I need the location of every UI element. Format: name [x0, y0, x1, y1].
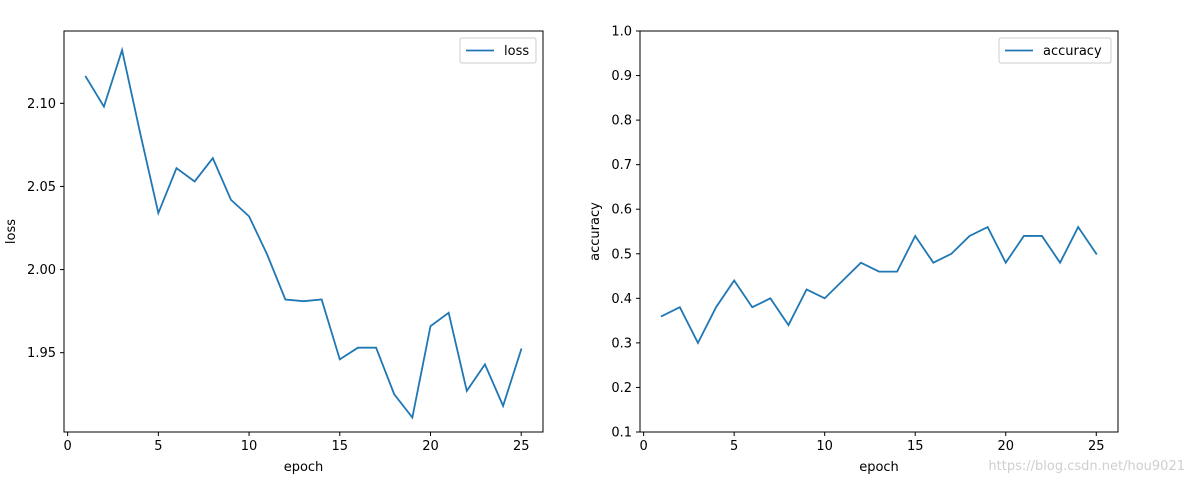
loss-legend: loss: [459, 37, 537, 64]
accuracy-x-axis-label: epoch: [859, 460, 899, 475]
loss-xtick-label: 25: [513, 439, 530, 454]
accuracy-axes-frame: [639, 30, 1119, 433]
accuracy-ytick-label: 0.5: [611, 247, 632, 262]
accuracy-xtick-label: 0: [639, 439, 647, 454]
loss-ytick-label: 2.05: [27, 180, 56, 195]
accuracy-ytick-label: 0.9: [611, 69, 632, 84]
accuracy-series-line: [660, 225, 1098, 345]
loss-legend-label: loss: [504, 44, 529, 59]
loss-ytick-label: 2.10: [27, 97, 56, 112]
loss-y-axis-label: loss: [4, 219, 19, 244]
accuracy-y-axis-label: accuracy: [588, 202, 603, 261]
accuracy-ytick-label: 0.3: [611, 336, 632, 351]
accuracy-ytick-label: 0.6: [611, 203, 632, 218]
accuracy-ytick-label: 0.8: [611, 114, 632, 129]
loss-series-line: [84, 46, 523, 420]
accuracy-xtick-label: 25: [1088, 439, 1105, 454]
accuracy-chart: 0 5 10 15 20 25 0.1 0.2 0.3 0.4 0.5 0.6 0.7 0.8 0.9 1.0…: [588, 25, 1119, 475]
loss-ytick-label: 1.95: [27, 346, 56, 361]
accuracy-legend: accuracy: [998, 37, 1112, 64]
accuracy-ytick-label: 1.0: [611, 25, 632, 40]
accuracy-xtick-label: 10: [816, 439, 833, 454]
loss-axes-frame: [63, 30, 544, 433]
accuracy-ytick-label: 0.2: [611, 381, 632, 396]
loss-chart: 0 5 10 15 20 25 1.95 2.00 2.05 2.10 epoch loss loss: [4, 30, 544, 475]
loss-xtick-label: 15: [332, 439, 349, 454]
loss-xtick-label: 0: [63, 439, 71, 454]
watermark-text: https://blog.csdn.net/hou9021: [988, 459, 1185, 474]
loss-legend-box: [459, 37, 537, 64]
loss-xtick-label: 5: [154, 439, 162, 454]
loss-ytick-label: 2.00: [27, 263, 56, 278]
accuracy-ytick-label: 0.1: [611, 426, 632, 441]
loss-xtick-label: 10: [241, 439, 258, 454]
loss-xtick-label: 20: [422, 439, 439, 454]
accuracy-ytick-label: 0.4: [611, 292, 632, 307]
accuracy-ytick-label: 0.7: [611, 158, 632, 173]
loss-x-axis-label: epoch: [284, 460, 324, 475]
accuracy-legend-box: [998, 37, 1112, 64]
accuracy-xtick-label: 5: [730, 439, 738, 454]
accuracy-xtick-label: 20: [997, 439, 1014, 454]
accuracy-xtick-label: 15: [907, 439, 924, 454]
accuracy-legend-label: accuracy: [1043, 44, 1102, 59]
